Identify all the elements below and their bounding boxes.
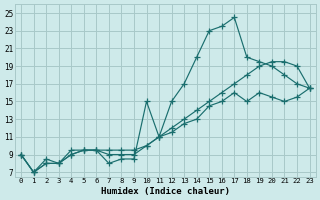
X-axis label: Humidex (Indice chaleur): Humidex (Indice chaleur): [101, 187, 230, 196]
